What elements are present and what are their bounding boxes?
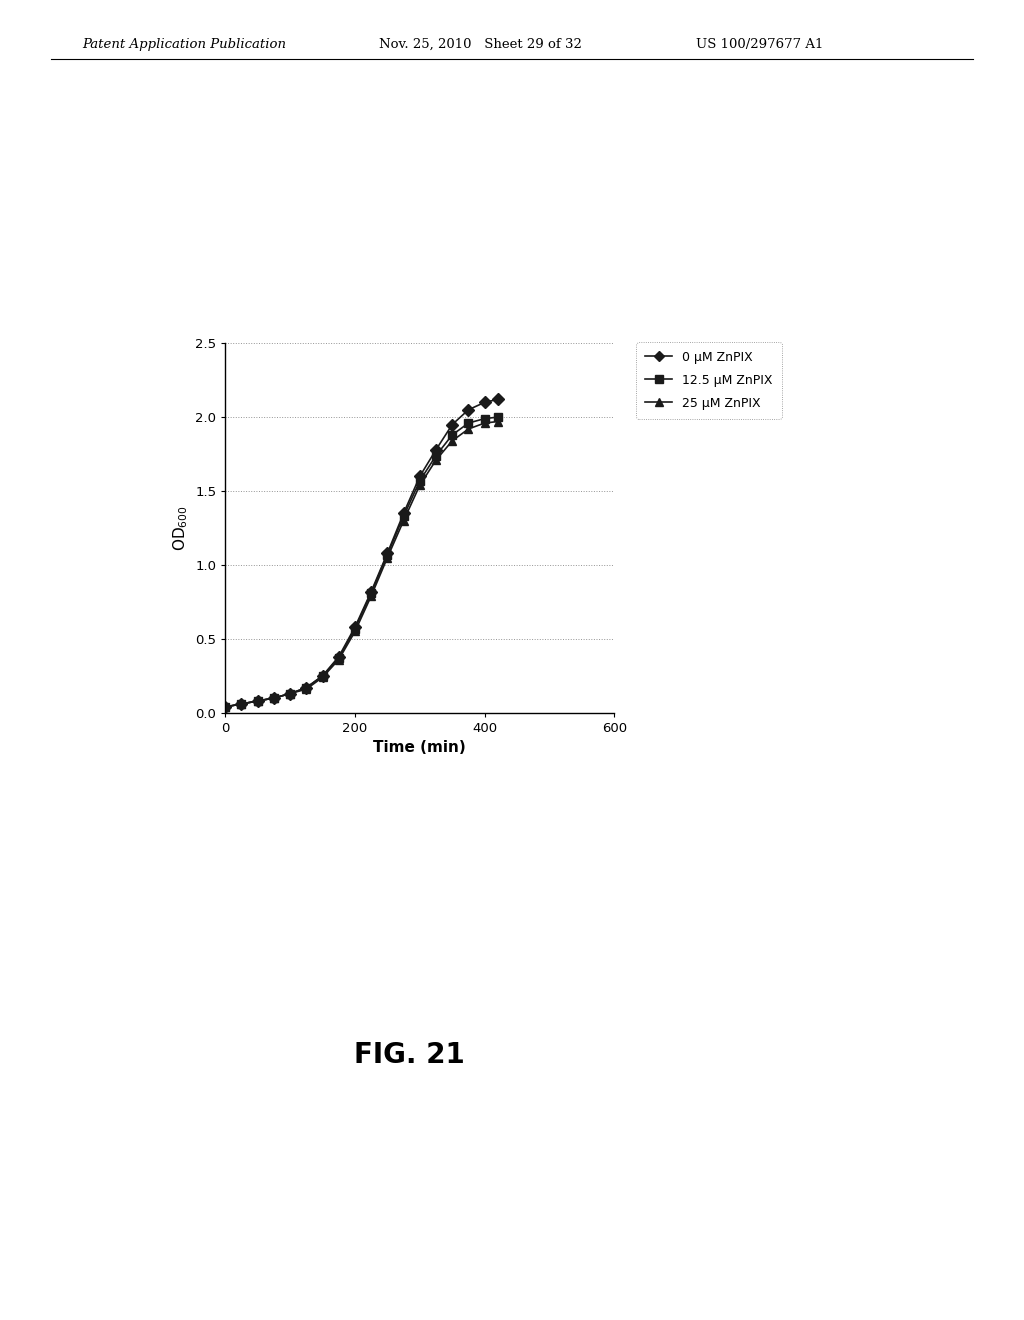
25 μM ZnPIX: [492, 413, 504, 429]
12.5 μM ZnPIX: [316, 668, 329, 684]
12.5 μM ZnPIX: [284, 685, 296, 701]
12.5 μM ZnPIX: [492, 409, 504, 425]
Text: FIG. 21: FIG. 21: [354, 1040, 465, 1069]
25 μM ZnPIX: [316, 669, 329, 685]
Text: US 100/297677 A1: US 100/297677 A1: [696, 37, 823, 50]
25 μM ZnPIX: [478, 414, 490, 430]
12.5 μM ZnPIX: [430, 447, 442, 463]
Line: 25 μM ZnPIX: 25 μM ZnPIX: [221, 417, 502, 711]
12.5 μM ZnPIX: [349, 620, 361, 636]
12.5 μM ZnPIX: [463, 414, 475, 430]
12.5 μM ZnPIX: [236, 696, 248, 711]
25 μM ZnPIX: [414, 478, 426, 494]
25 μM ZnPIX: [300, 681, 312, 697]
25 μM ZnPIX: [268, 690, 281, 706]
12.5 μM ZnPIX: [300, 680, 312, 696]
X-axis label: Time (min): Time (min): [374, 741, 466, 755]
12.5 μM ZnPIX: [414, 473, 426, 488]
0 μM ZnPIX: [300, 680, 312, 696]
0 μM ZnPIX: [252, 693, 264, 709]
Line: 12.5 μM ZnPIX: 12.5 μM ZnPIX: [221, 413, 502, 711]
12.5 μM ZnPIX: [446, 426, 459, 442]
0 μM ZnPIX: [381, 545, 393, 561]
25 μM ZnPIX: [284, 685, 296, 701]
0 μM ZnPIX: [316, 668, 329, 684]
25 μM ZnPIX: [430, 451, 442, 467]
0 μM ZnPIX: [430, 442, 442, 458]
Line: 0 μM ZnPIX: 0 μM ZnPIX: [221, 395, 502, 711]
0 μM ZnPIX: [268, 690, 281, 706]
25 μM ZnPIX: [446, 433, 459, 449]
Text: Nov. 25, 2010   Sheet 29 of 32: Nov. 25, 2010 Sheet 29 of 32: [379, 37, 582, 50]
0 μM ZnPIX: [446, 417, 459, 433]
0 μM ZnPIX: [366, 583, 378, 599]
25 μM ZnPIX: [366, 589, 378, 605]
0 μM ZnPIX: [478, 395, 490, 411]
0 μM ZnPIX: [284, 685, 296, 701]
12.5 μM ZnPIX: [252, 693, 264, 709]
12.5 μM ZnPIX: [333, 651, 345, 667]
12.5 μM ZnPIX: [219, 700, 231, 715]
0 μM ZnPIX: [397, 506, 410, 521]
0 μM ZnPIX: [236, 696, 248, 711]
0 μM ZnPIX: [349, 619, 361, 635]
12.5 μM ZnPIX: [397, 508, 410, 524]
Y-axis label: OD$_{600}$: OD$_{600}$: [171, 506, 189, 550]
12.5 μM ZnPIX: [268, 690, 281, 706]
0 μM ZnPIX: [492, 392, 504, 408]
25 μM ZnPIX: [397, 512, 410, 528]
25 μM ZnPIX: [236, 696, 248, 711]
Text: Patent Application Publication: Patent Application Publication: [82, 37, 286, 50]
12.5 μM ZnPIX: [478, 411, 490, 426]
0 μM ZnPIX: [219, 700, 231, 715]
25 μM ZnPIX: [333, 652, 345, 668]
25 μM ZnPIX: [252, 693, 264, 709]
25 μM ZnPIX: [349, 623, 361, 639]
12.5 μM ZnPIX: [366, 585, 378, 601]
25 μM ZnPIX: [463, 421, 475, 437]
25 μM ZnPIX: [219, 700, 231, 715]
12.5 μM ZnPIX: [381, 546, 393, 562]
25 μM ZnPIX: [381, 549, 393, 565]
0 μM ZnPIX: [414, 469, 426, 484]
0 μM ZnPIX: [463, 401, 475, 417]
0 μM ZnPIX: [333, 648, 345, 664]
Legend: 0 μM ZnPIX, 12.5 μM ZnPIX, 25 μM ZnPIX: 0 μM ZnPIX, 12.5 μM ZnPIX, 25 μM ZnPIX: [636, 342, 781, 418]
